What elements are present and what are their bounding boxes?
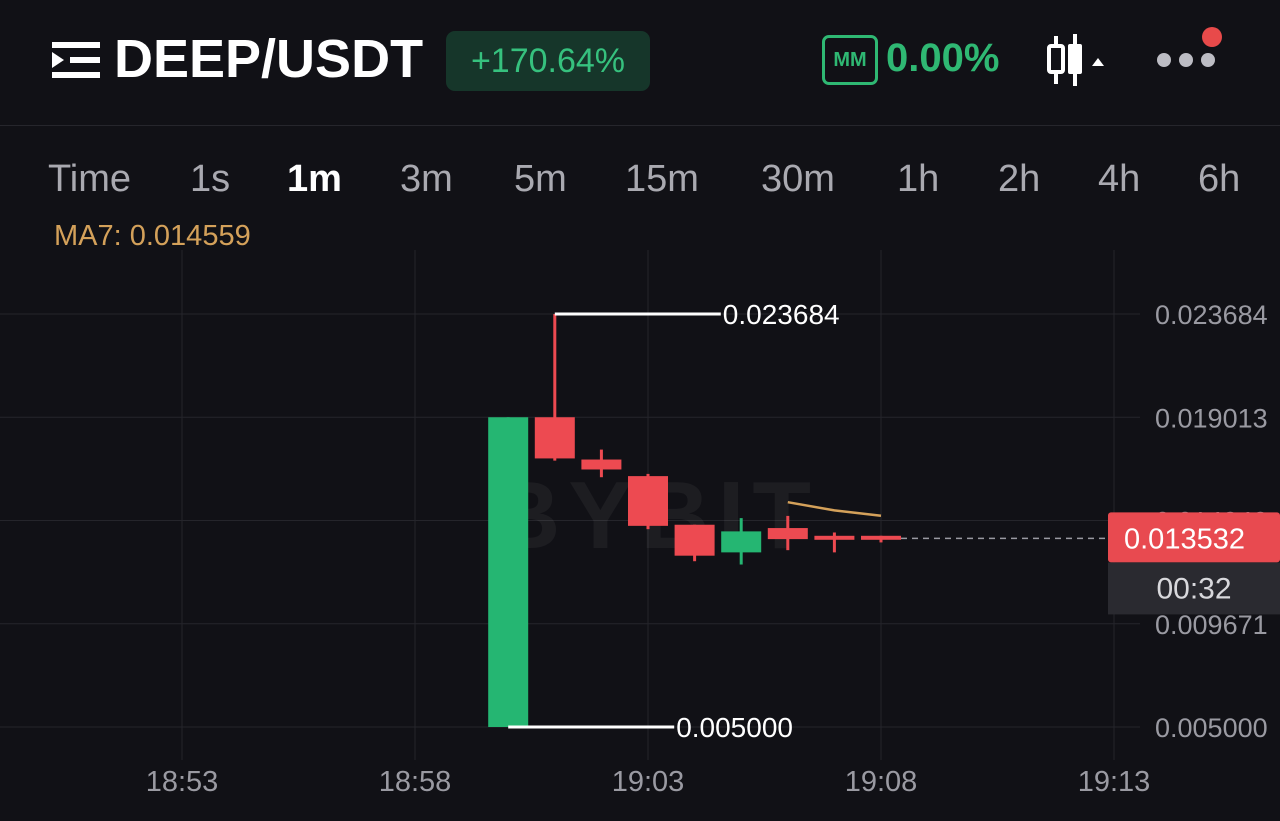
last-price-label: 0.013532 — [1124, 523, 1245, 555]
candle-body — [628, 476, 668, 526]
tab-15m[interactable]: 15m — [625, 158, 699, 200]
pair-title[interactable]: DEEP/USDT — [114, 29, 424, 89]
y-tick-label: 0.005000 — [1155, 713, 1268, 743]
countdown-label: 00:32 — [1156, 572, 1231, 605]
mm-icon[interactable]: MM — [822, 35, 878, 85]
price-chart[interactable]: BYBIT0.0236840.0190130.0143420.0096710.0… — [0, 240, 1280, 821]
y-tick-label: 0.019013 — [1155, 403, 1268, 433]
x-tick-label: 19:13 — [1078, 766, 1151, 798]
candlestick-chart-icon[interactable] — [1046, 32, 1110, 88]
low-marker-label: 0.005000 — [676, 712, 793, 743]
notification-dot — [1202, 27, 1222, 47]
tab-4h[interactable]: 4h — [1098, 158, 1141, 200]
y-tick-label: 0.009671 — [1155, 610, 1268, 640]
high-marker-label: 0.023684 — [723, 299, 840, 330]
tab-30m[interactable]: 30m — [761, 158, 835, 200]
tab-5m[interactable]: 5m — [514, 158, 567, 200]
x-tick-label: 18:58 — [379, 766, 452, 798]
candle-body — [674, 524, 715, 556]
more-icon[interactable] — [1150, 26, 1224, 76]
candle-body — [721, 531, 762, 553]
candle-body — [581, 459, 622, 470]
candle-body — [814, 535, 855, 540]
tab-3m[interactable]: 3m — [400, 158, 453, 200]
x-tick-label: 19:08 — [845, 766, 918, 798]
timeframe-bar: Time 1s 1m 3m 5m 15m 30m 1h 2h 4h 6h — [0, 150, 1280, 214]
countdown-tag — [1108, 562, 1280, 615]
price-change-badge: +170.64% — [446, 31, 650, 91]
tab-6h[interactable]: 6h — [1198, 158, 1241, 200]
mm-value: 0.00% — [886, 36, 1000, 80]
y-tick-label: 0.023684 — [1155, 300, 1268, 330]
candle-body — [488, 417, 529, 727]
tab-1h[interactable]: 1h — [897, 158, 940, 200]
candle-body — [861, 535, 901, 540]
tab-1s[interactable]: 1s — [190, 158, 231, 200]
ma7-label: MA7: 0.014559 — [54, 220, 251, 252]
last-price-tag — [1108, 512, 1280, 563]
header-bar: DEEP/USDT +170.64% MM 0.00% — [0, 0, 1280, 126]
candle-body — [534, 417, 575, 459]
ma7-line — [787, 500, 882, 517]
tab-time[interactable]: Time — [48, 158, 132, 200]
menu-icon[interactable] — [52, 40, 100, 80]
x-tick-label: 18:53 — [146, 766, 219, 798]
tab-1m[interactable]: 1m — [287, 158, 342, 200]
x-tick-label: 19:03 — [612, 766, 685, 798]
candle-body — [767, 528, 808, 540]
tab-2h[interactable]: 2h — [998, 158, 1041, 200]
